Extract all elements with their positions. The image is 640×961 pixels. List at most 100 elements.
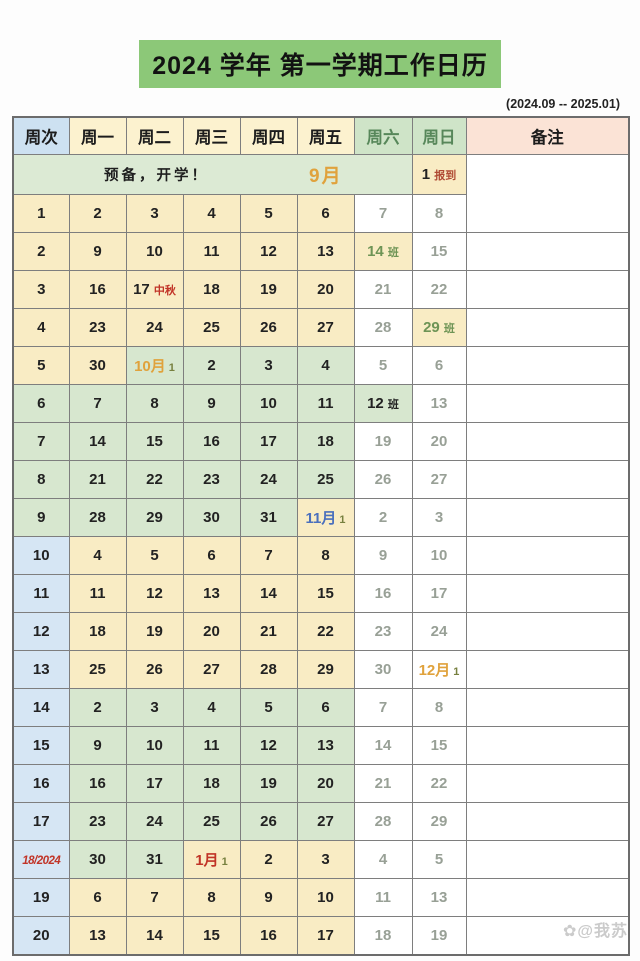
calendar-body: 预备，开学！ 9月 1 报到 1 2 3 4 5 6 7 8 2 9 10 11 12 13 14 班 15 3 16 1… [12, 154, 630, 956]
column-header-wed: 周三 [182, 116, 241, 155]
cell-text: 9 [378, 546, 388, 564]
day-cell: 21 [239, 612, 298, 651]
cell-text: 4 [37, 318, 46, 336]
day-cell: 18 [182, 764, 241, 803]
header-row: 周次 周一 周二 周三 周四 周五 周六 周日 备注 [12, 116, 630, 155]
cell-text: 2 [207, 356, 216, 374]
day-cell: 6 [411, 346, 467, 385]
cell-text: 13 [317, 736, 334, 754]
cell-text: 14 [367, 242, 388, 260]
cell-text: 1 [450, 666, 460, 678]
day-cell: 30 [68, 346, 127, 385]
day-cell: 5 [239, 688, 298, 727]
cell-text: 18 [374, 926, 392, 944]
day-cell: 24 [125, 308, 184, 347]
day-cell: 26 [353, 460, 413, 499]
day-cell: 23 [68, 308, 127, 347]
day-cell: 15 [125, 422, 184, 461]
day-cell: 10 [296, 878, 355, 917]
week-row: 4 23 24 25 26 27 28 29 班 [12, 308, 630, 347]
notes-cell [465, 840, 630, 879]
week-number-cell: 10 [12, 536, 70, 575]
cell-text: 8 [434, 204, 444, 222]
day-cell: 25 [68, 650, 127, 689]
cell-text: 7 [264, 546, 273, 564]
cell-text: 16 [203, 432, 220, 450]
cell-text: 8 [207, 888, 216, 906]
week-row: 17 23 24 25 26 27 28 29 [12, 802, 630, 841]
day-cell: 2 [239, 840, 298, 879]
page-title: 2024 学年 第一学期工作日历 [139, 40, 501, 88]
day-cell: 10 [411, 536, 467, 575]
day-cell: 12月 1 [411, 650, 467, 689]
cell-text: 19 [430, 926, 448, 944]
cell-text: 9 [37, 508, 46, 526]
cell-text: 6 [434, 356, 444, 374]
week-row: 6 7 8 9 10 11 12 班 13 [12, 384, 630, 423]
week-number-cell: 11 [12, 574, 70, 613]
week-number-cell: 17 [12, 802, 70, 841]
cell-text: 16 [32, 774, 50, 792]
cell-text: 31 [260, 508, 277, 526]
day-cell: 9 [68, 232, 127, 271]
cell-text: 11 [375, 888, 391, 906]
cell-text: 19 [260, 280, 277, 298]
cell-text: 28 [260, 660, 277, 678]
week-row: 1 2 3 4 5 6 7 8 [12, 194, 629, 233]
day-cell: 31 [239, 498, 298, 537]
cell-text: 29 [317, 660, 334, 678]
day-cell: 6 [296, 194, 355, 233]
cell-text: 9 [207, 394, 216, 412]
cell-text: 10 [146, 242, 163, 260]
day-cell: 18 [353, 916, 413, 956]
day-cell: 13 [182, 574, 241, 613]
cell-text: 18 [203, 774, 220, 792]
day-cell: 2 [68, 194, 127, 233]
day-cell: 22 [296, 612, 355, 651]
watermark-text: @我苏 [577, 923, 628, 940]
notes-cell [465, 498, 630, 537]
cell-text: 22 [430, 280, 448, 298]
cell-text: 11 [203, 736, 220, 754]
week-row: 16 16 17 18 19 20 21 22 [12, 764, 630, 803]
day-cell: 19 [411, 916, 467, 956]
column-header-sat: 周六 [353, 116, 413, 155]
day-cell: 3 [239, 346, 298, 385]
day-cell: 19 [353, 422, 413, 461]
september-month-label: 9月 [309, 166, 343, 187]
week-row: 7 14 15 16 17 18 19 20 [12, 422, 630, 461]
cell-text: 7 [378, 204, 388, 222]
day-cell: 5 [239, 194, 298, 233]
notes-cell [465, 802, 630, 841]
cell-text: 23 [374, 622, 392, 640]
day-cell: 11 [182, 232, 241, 271]
cell-text: 20 [203, 622, 220, 640]
day-cell: 23 [182, 460, 241, 499]
day-cell: 11 [296, 384, 355, 423]
cell-text: 18 [89, 622, 106, 640]
cell-text: 3 [37, 280, 46, 298]
cell-text: 9 [93, 736, 102, 754]
week-number-cell: 3 [12, 270, 70, 309]
cell-text: 15 [430, 736, 448, 754]
day-cell: 20 [296, 270, 355, 309]
day-cell: 16 [68, 764, 127, 803]
day-cell: 2 [182, 346, 241, 385]
week-number-cell: 4 [12, 308, 70, 347]
day-cell: 24 [411, 612, 467, 651]
cell-text: 14 [89, 432, 106, 450]
column-header-tue: 周二 [125, 116, 184, 155]
cell-text: 14 [146, 926, 163, 944]
cell-text: 17 [260, 432, 277, 450]
cell-text: 12月 [418, 662, 451, 679]
day-cell: 29 班 [411, 308, 467, 347]
week-number-cell: 6 [12, 384, 70, 423]
cell-text: 23 [89, 812, 106, 830]
cell-text: 4 [321, 356, 330, 374]
notes-cell [465, 536, 630, 575]
notes-cell [465, 384, 630, 423]
day-cell: 18 [68, 612, 127, 651]
day-cell: 19 [125, 612, 184, 651]
day-cell: 9 [68, 726, 127, 765]
day-cell: 24 [125, 802, 184, 841]
